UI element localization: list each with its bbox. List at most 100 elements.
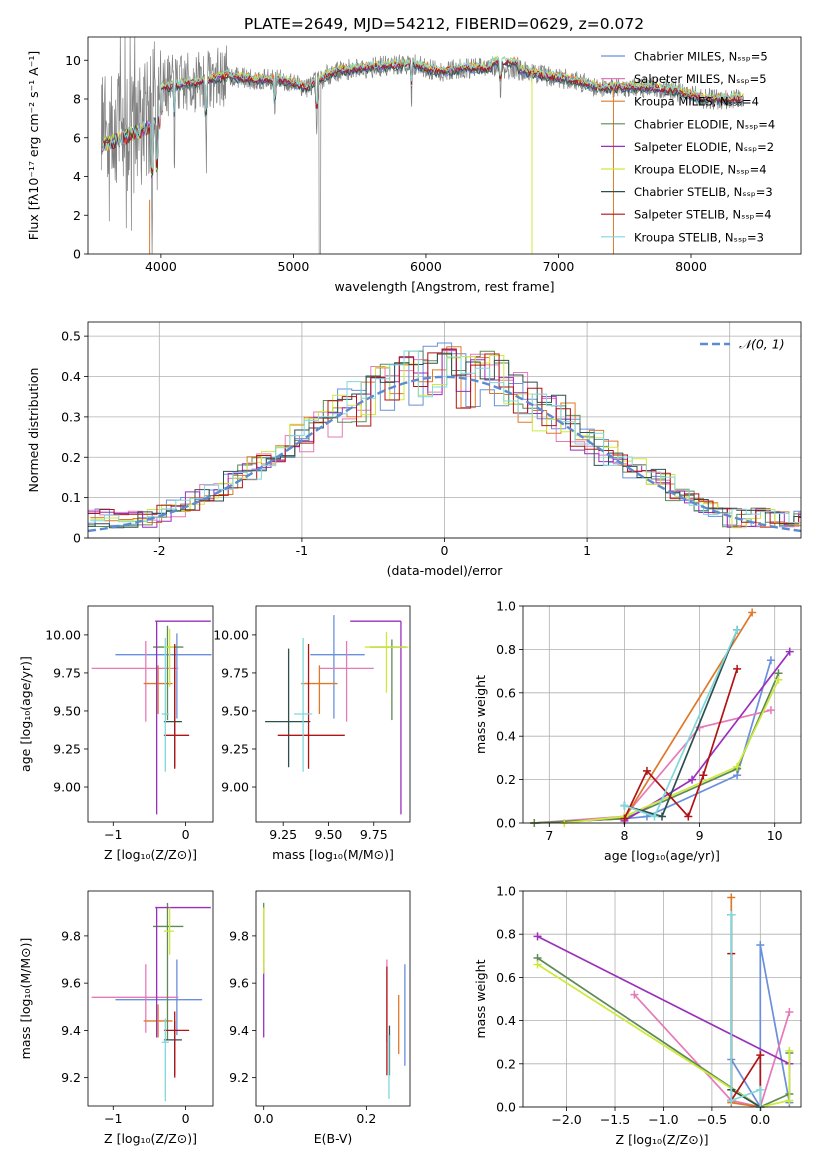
y-tick-label: 9.6 (61, 976, 81, 991)
y-tick-label: 9.00 (53, 780, 81, 795)
y-tick-label: 9.4 (61, 1023, 81, 1038)
x-tick-label: 1 (583, 543, 591, 558)
z-mass-points (91, 902, 211, 1102)
y-tick-label: 9.4 (229, 1023, 249, 1038)
age-weight-series (530, 608, 794, 827)
y-tick-label: 0.8 (496, 642, 516, 657)
y-tick-label: 9.8 (229, 928, 249, 943)
x-tick-label: 9.75 (360, 827, 388, 842)
y-tick-label: 0.4 (496, 729, 516, 744)
weight-marker (756, 941, 765, 949)
y-tick-label: 10 (65, 53, 81, 68)
x-tick-label: 8 (620, 828, 628, 843)
weight-marker (727, 893, 736, 902)
spectrum-lines (100, 37, 745, 254)
y-tick-label: 2 (73, 208, 81, 223)
y-tick-label: 0.6 (496, 970, 516, 985)
y-tick-label: 0.4 (61, 369, 81, 384)
weight-line (730, 914, 762, 1107)
x-tick-label: −1 (104, 1111, 122, 1126)
axes-frame (522, 890, 802, 1108)
x-tick-label: −1.0 (648, 1112, 678, 1127)
weight-marker (642, 766, 651, 775)
x-tick-label: 9.50 (315, 827, 343, 842)
y-tick-label: 0.3 (61, 409, 81, 424)
y-tick-label: 4 (73, 169, 81, 184)
weight-marker (733, 625, 742, 634)
legend-label: Chabrier ELODIE, Nₛₛₚ=4 (634, 117, 775, 131)
weight-marker (688, 775, 697, 784)
y-tick-label: 1.0 (496, 884, 516, 899)
weight-marker (650, 812, 659, 821)
weight-marker (630, 990, 639, 999)
y-tick-label: 0.5 (61, 329, 81, 344)
weight-marker (748, 608, 757, 617)
ebv-mass-points (263, 902, 406, 1099)
y-tick-label: 0 (73, 531, 81, 546)
legend-label: Salpeter ELODIE, Nₛₛₚ=2 (634, 140, 774, 154)
legend-label: Kroupa MILES, Nₛₛₚ=4 (634, 95, 759, 109)
x-axis-label: age [log₁₀(age/yr)] (604, 848, 720, 863)
y-axis-label: age [log₁₀(age/yr)] (18, 656, 33, 772)
y-tick-label: 0.0 (496, 1100, 516, 1115)
axes-frame (255, 605, 411, 823)
y-axis-label: Flux [fλ10⁻¹⁷ erg cm⁻² s⁻¹ A⁻¹] (26, 51, 41, 240)
x-axis-label: Z [log₁₀(Z/Z⊙)] (616, 1132, 709, 1147)
z-mass-panel: −1 0 9.2 9.4 9.6 9.8 Z [log₁₀(Z/Z⊙)] mass [log₁… (18, 890, 214, 1146)
weight-marker (733, 762, 742, 771)
weight-line (534, 660, 772, 824)
y-tick-label: 9.00 (221, 780, 249, 795)
y-axis-label: mass [log₁₀(M/M⊙)] (18, 938, 33, 1060)
x-tick-label: 7000 (543, 259, 575, 274)
x-tick-label: 0 (441, 543, 449, 558)
weight-marker (533, 960, 542, 969)
mass-age-points (265, 615, 409, 815)
axes-frame (255, 890, 411, 1107)
y-tick-label: 9.2 (61, 1070, 81, 1085)
weight-marker (774, 675, 783, 684)
x-tick-label: 2 (726, 543, 734, 558)
y-tick-label: 9.50 (221, 703, 249, 718)
legend-label: Chabrier MILES, Nₛₛₚ=5 (634, 50, 768, 64)
x-tick-label: -1 (296, 543, 308, 558)
weight-marker (785, 647, 794, 656)
y-tick-label: 0.8 (496, 927, 516, 942)
residual-histogram (90, 350, 801, 523)
x-axis-label: Z [log₁₀(Z/Z⊙)] (104, 1131, 197, 1146)
mass-age-panel: 9.25 9.50 9.75 9.00 9.25 9.50 9.75 10.00 mass [l… (213, 605, 411, 862)
weight-line (537, 935, 790, 1065)
x-axis-label: mass [log₁₀(M/M⊙)] (272, 847, 394, 862)
weight-marker (785, 1096, 794, 1105)
y-tick-label: 1.0 (496, 599, 516, 614)
x-tick-label: 0.2 (356, 1111, 376, 1126)
y-tick-label: 0.0 (496, 816, 516, 831)
weight-marker (699, 771, 708, 780)
x-tick-label: −1.5 (600, 1112, 630, 1127)
weight-line (564, 679, 780, 824)
x-tick-label: 6000 (410, 259, 442, 274)
y-tick-label: 9.75 (53, 665, 81, 680)
x-tick-label: 8000 (675, 259, 707, 274)
axes-frame (87, 605, 214, 823)
legend-label: Salpeter MILES, Nₛₛₚ=5 (634, 72, 767, 86)
x-tick-label: 0.0 (750, 1112, 770, 1127)
x-tick-label: −0.5 (697, 1112, 727, 1127)
weight-line (633, 994, 791, 1109)
x-tick-label: 9.25 (269, 827, 297, 842)
spectrum-panel: 4000 5000 6000 7000 8000 0 2 4 6 8 10 wavelength [A… (26, 36, 802, 294)
y-tick-label: 9.75 (221, 665, 249, 680)
y-axis-label: Normed distribution (26, 368, 41, 493)
y-tick-label: 10.00 (45, 627, 81, 642)
x-tick-label: −1 (104, 827, 122, 842)
weight-marker (785, 1046, 794, 1055)
weight-marker (727, 1096, 736, 1105)
y-tick-label: 0.2 (496, 772, 516, 787)
weight-line (730, 897, 761, 1108)
residual-histogram (88, 352, 801, 529)
weight-marker (766, 656, 775, 665)
y-tick-label: 0 (73, 247, 81, 262)
weight-marker (785, 1007, 794, 1016)
x-tick-label: 7 (545, 828, 553, 843)
